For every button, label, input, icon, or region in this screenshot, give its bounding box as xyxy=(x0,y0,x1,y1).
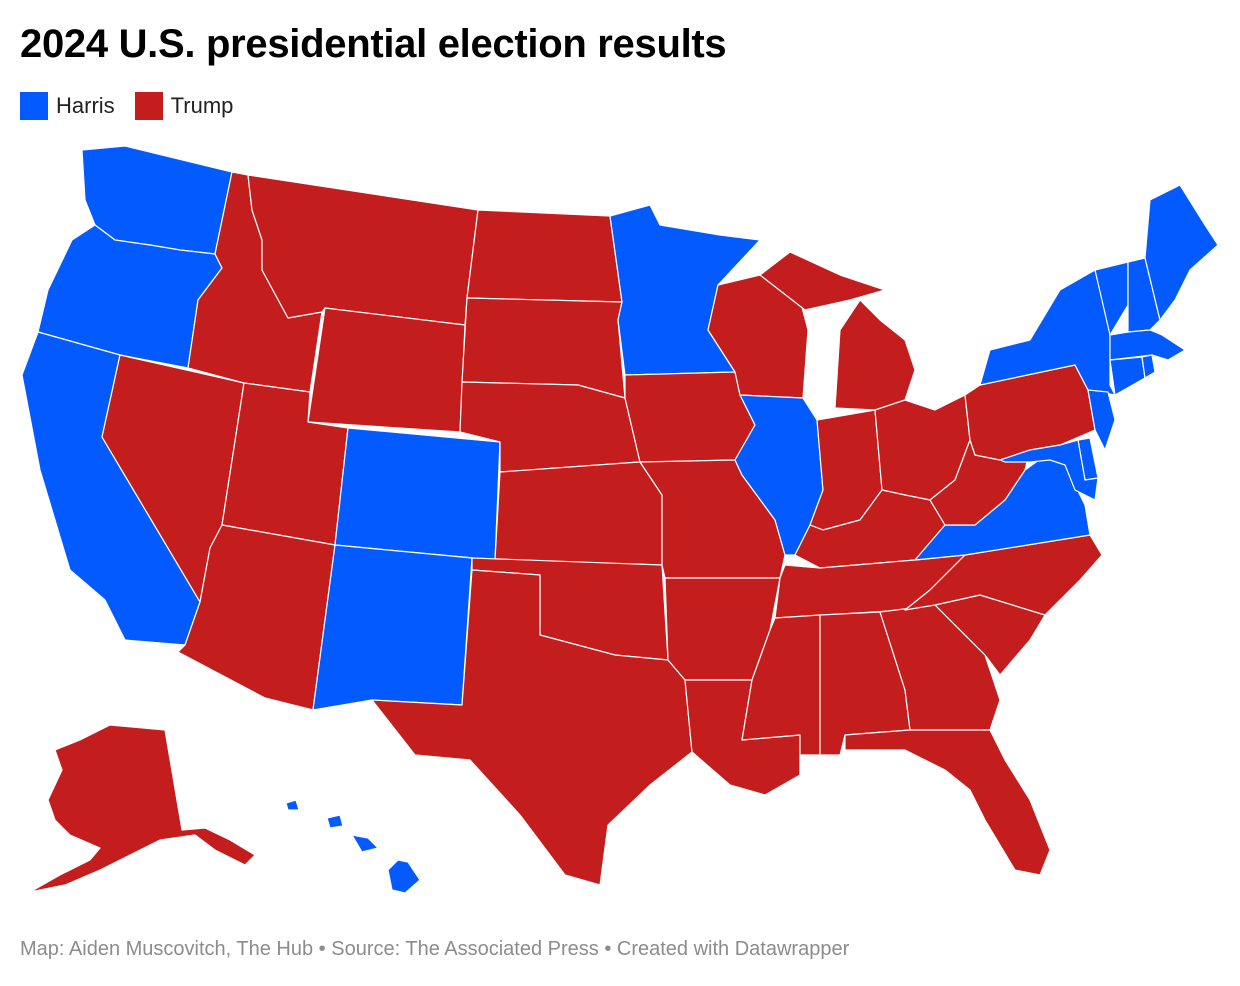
state-north-dakota[interactable] xyxy=(466,209,623,303)
state-montana[interactable] xyxy=(247,174,479,326)
state-texas[interactable] xyxy=(371,569,693,886)
state-mississippi[interactable] xyxy=(741,614,821,756)
legend-item-harris: Harris xyxy=(20,92,115,120)
state-michigan[interactable] xyxy=(759,251,886,311)
state-illinois[interactable] xyxy=(734,394,824,556)
state-michigan-lower[interactable] xyxy=(834,299,916,411)
state-rhode-island[interactable] xyxy=(1141,354,1156,379)
state-north-carolina[interactable] xyxy=(904,534,1103,616)
state-florida[interactable] xyxy=(844,729,1051,876)
state-new-jersey[interactable] xyxy=(1087,389,1116,451)
state-hawaii-kauai[interactable] xyxy=(285,799,300,811)
us-map xyxy=(0,130,1240,910)
state-iowa[interactable] xyxy=(624,371,756,463)
legend-item-trump: Trump xyxy=(134,92,234,120)
state-new-mexico[interactable] xyxy=(312,544,473,711)
state-maryland[interactable] xyxy=(999,439,1099,501)
map-title: 2024 U.S. presidential election results xyxy=(20,22,727,66)
state-alaska[interactable] xyxy=(29,724,256,893)
legend: Harris Trump xyxy=(20,92,233,120)
legend-label-harris: Harris xyxy=(56,93,115,118)
us-map-svg xyxy=(21,145,1219,894)
legend-swatch-harris xyxy=(20,92,48,120)
state-hawaii[interactable] xyxy=(387,859,421,894)
legend-swatch-trump xyxy=(134,92,163,120)
state-wisconsin[interactable] xyxy=(707,274,809,399)
state-hawaii-maui[interactable] xyxy=(351,834,379,853)
state-colorado[interactable] xyxy=(334,427,501,561)
state-hawaii-oahu[interactable] xyxy=(326,814,344,829)
state-maine[interactable] xyxy=(1144,184,1219,321)
state-kansas[interactable] xyxy=(494,461,663,566)
state-connecticut[interactable] xyxy=(1109,356,1146,396)
map-footer-credits: Map: Aiden Muscovitch, The Hub • Source:… xyxy=(20,938,850,960)
state-wyoming[interactable] xyxy=(307,307,466,433)
legend-label-trump: Trump xyxy=(170,93,234,118)
